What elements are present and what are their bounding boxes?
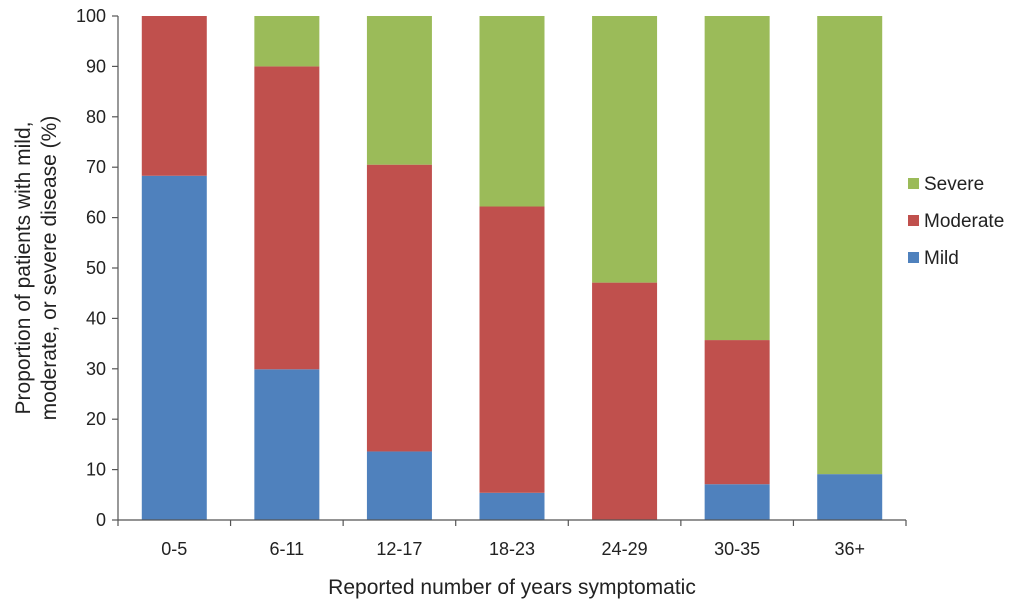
x-tick-label: 18-23 bbox=[489, 539, 535, 559]
y-tick-label: 40 bbox=[86, 308, 106, 328]
legend-swatch-moderate bbox=[908, 215, 919, 226]
legend-label-severe: Severe bbox=[924, 174, 984, 195]
y-tick-label: 20 bbox=[86, 409, 106, 429]
y-tick-label: 50 bbox=[86, 258, 106, 278]
x-tick-label: 12-17 bbox=[376, 539, 422, 559]
x-tick-label: 0-5 bbox=[161, 539, 187, 559]
bar-mild-12-17 bbox=[366, 451, 432, 520]
bar-severe-36+ bbox=[817, 16, 883, 475]
bar-mild-0-5 bbox=[141, 175, 207, 520]
bar-mild-18-23 bbox=[479, 492, 545, 520]
bar-severe-6-11 bbox=[254, 16, 320, 67]
y-tick-label: 60 bbox=[86, 208, 106, 228]
y-tick-label: 10 bbox=[86, 460, 106, 480]
y-axis-title: Proportion of patients with mild, modera… bbox=[12, 116, 61, 421]
legend-swatch-severe bbox=[908, 178, 919, 189]
y-tick-label: 0 bbox=[96, 510, 106, 530]
legend-swatch-mild bbox=[908, 252, 919, 263]
y-ticks-group: 0 10 20 30 40 50 60 70 80 90 100 bbox=[76, 6, 118, 530]
bar-moderate-18-23 bbox=[479, 206, 545, 493]
bar-moderate-12-17 bbox=[366, 164, 432, 452]
bar-severe-12-17 bbox=[366, 16, 432, 165]
y-axis-title-line-1: Proportion of patients with mild, bbox=[12, 122, 35, 415]
legend-label-mild: Mild bbox=[924, 248, 959, 269]
legend-label-moderate: Moderate bbox=[924, 211, 1004, 232]
x-tick-label: 6-11 bbox=[270, 539, 305, 559]
bar-mild-6-11 bbox=[254, 369, 320, 520]
legend: Severe Moderate Mild bbox=[908, 174, 1004, 269]
bar-mild-36+ bbox=[817, 474, 883, 520]
y-tick-label: 70 bbox=[86, 157, 106, 177]
x-tick-label: 24-29 bbox=[602, 539, 648, 559]
x-tick-label: 30-35 bbox=[714, 539, 760, 559]
y-axis-title-line-2: moderate, or severe disease (%) bbox=[38, 116, 61, 421]
x-ticks-group: 0-5 6-11 12-17 18-23 24-29 30-35 36+ bbox=[117, 520, 907, 559]
x-axis-title: Reported number of years symptomatic bbox=[328, 576, 696, 599]
bar-moderate-24-29 bbox=[592, 282, 658, 520]
y-tick-label: 100 bbox=[76, 6, 106, 26]
bar-mild-30-35 bbox=[704, 484, 770, 520]
bar-severe-24-29 bbox=[592, 16, 658, 283]
bars-group bbox=[141, 16, 883, 520]
bar-moderate-0-5 bbox=[141, 16, 207, 176]
y-tick-label: 30 bbox=[86, 359, 106, 379]
bar-severe-30-35 bbox=[704, 16, 770, 341]
y-tick-label: 90 bbox=[86, 56, 106, 76]
bar-severe-18-23 bbox=[479, 16, 545, 207]
x-tick-label: 36+ bbox=[834, 539, 865, 559]
y-tick-label: 80 bbox=[86, 107, 106, 127]
bar-moderate-30-35 bbox=[704, 340, 770, 485]
bar-moderate-6-11 bbox=[254, 66, 320, 370]
